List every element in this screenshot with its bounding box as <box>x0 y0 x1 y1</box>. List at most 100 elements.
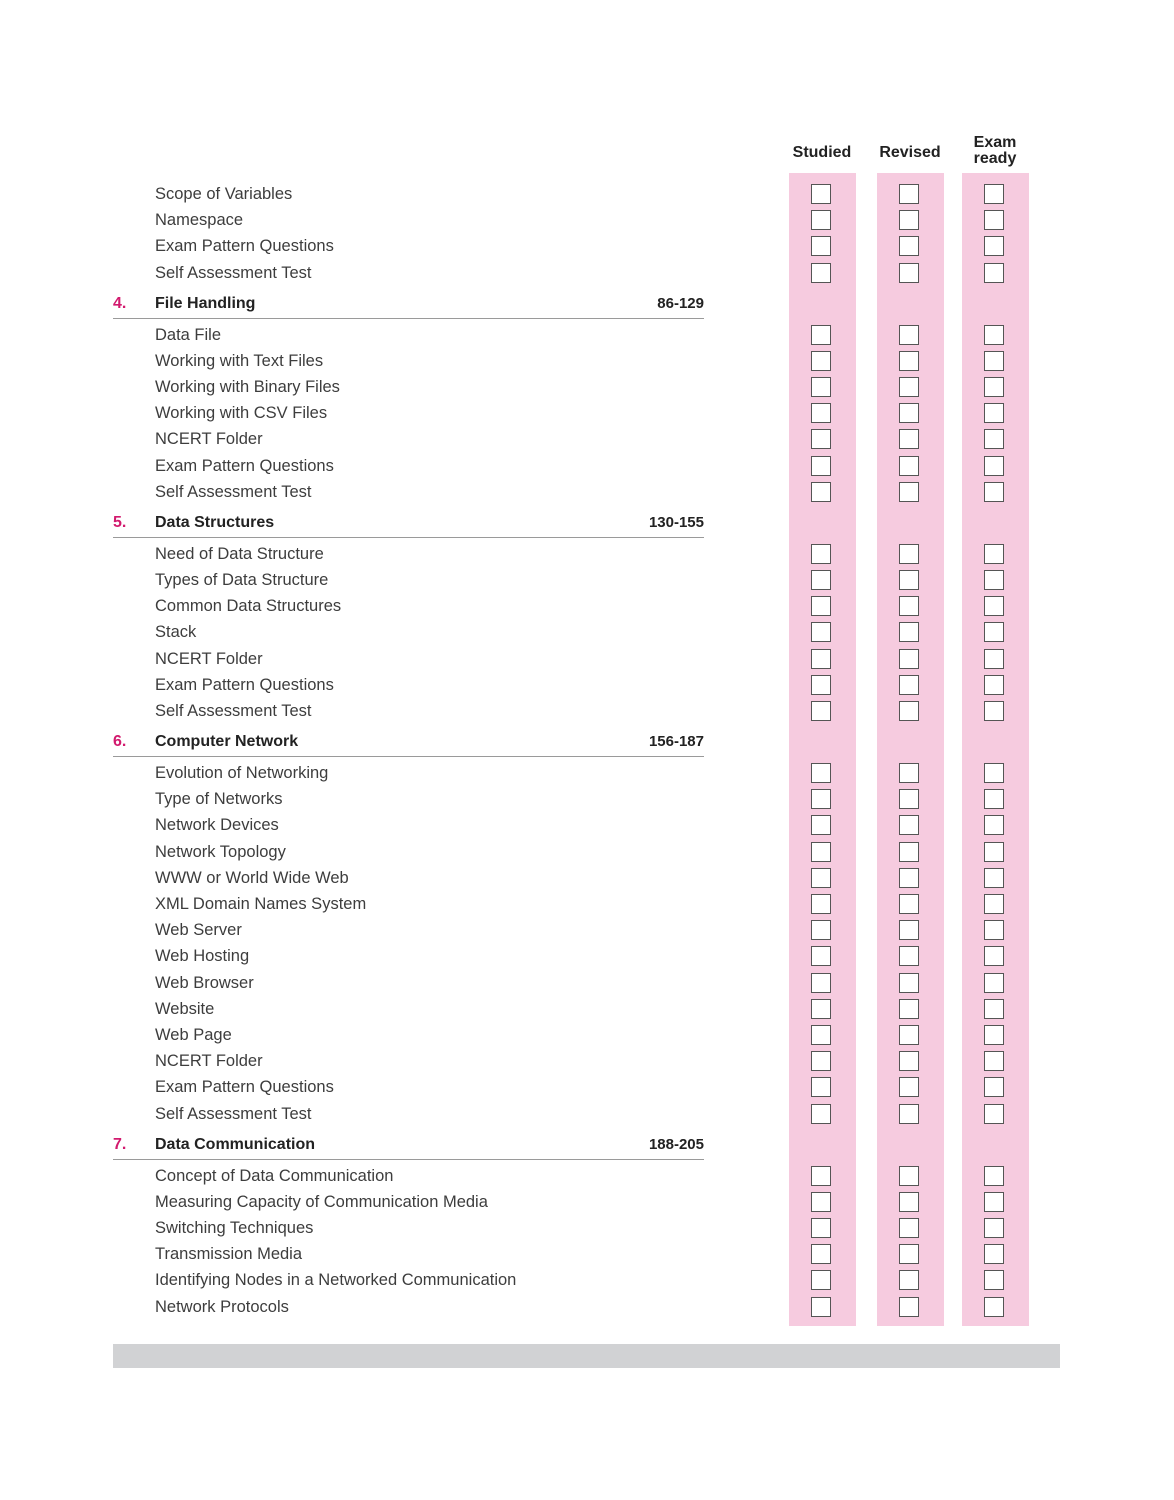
revised-checkbox[interactable] <box>899 1051 919 1072</box>
studied-checkbox[interactable] <box>811 1103 831 1124</box>
exam-ready-checkbox[interactable] <box>984 1103 1004 1124</box>
exam-ready-checkbox[interactable] <box>984 815 1004 836</box>
studied-checkbox[interactable] <box>811 920 831 941</box>
studied-checkbox[interactable] <box>811 377 831 397</box>
exam-ready-checkbox[interactable] <box>984 701 1004 721</box>
exam-ready-checkbox[interactable] <box>984 894 1004 914</box>
studied-checkbox[interactable] <box>811 998 831 1019</box>
revised-checkbox[interactable] <box>899 184 919 204</box>
studied-checkbox[interactable] <box>811 262 831 283</box>
studied-checkbox[interactable] <box>811 1025 831 1045</box>
revised-checkbox[interactable] <box>899 596 919 617</box>
revised-checkbox[interactable] <box>899 262 919 283</box>
exam-ready-checkbox[interactable] <box>984 481 1004 502</box>
revised-checkbox[interactable] <box>899 543 919 564</box>
studied-checkbox[interactable] <box>811 841 831 862</box>
revised-checkbox[interactable] <box>899 946 919 967</box>
exam-ready-checkbox[interactable] <box>984 262 1004 283</box>
studied-checkbox[interactable] <box>811 1165 831 1186</box>
revised-checkbox[interactable] <box>899 701 919 721</box>
revised-checkbox[interactable] <box>899 481 919 502</box>
studied-checkbox[interactable] <box>811 1244 831 1265</box>
revised-checkbox[interactable] <box>899 455 919 476</box>
studied-checkbox[interactable] <box>811 1296 831 1317</box>
studied-checkbox[interactable] <box>811 946 831 967</box>
revised-checkbox[interactable] <box>899 1077 919 1098</box>
exam-ready-checkbox[interactable] <box>984 998 1004 1019</box>
exam-ready-checkbox[interactable] <box>984 841 1004 862</box>
exam-ready-checkbox[interactable] <box>984 1025 1004 1045</box>
exam-ready-checkbox[interactable] <box>984 920 1004 941</box>
studied-checkbox[interactable] <box>811 815 831 836</box>
studied-checkbox[interactable] <box>811 701 831 721</box>
exam-ready-checkbox[interactable] <box>984 789 1004 810</box>
exam-ready-checkbox[interactable] <box>984 622 1004 643</box>
revised-checkbox[interactable] <box>899 674 919 695</box>
studied-checkbox[interactable] <box>811 570 831 590</box>
exam-ready-checkbox[interactable] <box>984 236 1004 257</box>
revised-checkbox[interactable] <box>899 570 919 590</box>
studied-checkbox[interactable] <box>811 429 831 450</box>
exam-ready-checkbox[interactable] <box>984 1165 1004 1186</box>
studied-checkbox[interactable] <box>811 622 831 643</box>
studied-checkbox[interactable] <box>811 1051 831 1072</box>
exam-ready-checkbox[interactable] <box>984 429 1004 450</box>
studied-checkbox[interactable] <box>811 674 831 695</box>
exam-ready-checkbox[interactable] <box>984 1051 1004 1072</box>
exam-ready-checkbox[interactable] <box>984 210 1004 231</box>
studied-checkbox[interactable] <box>811 596 831 617</box>
exam-ready-checkbox[interactable] <box>984 1218 1004 1238</box>
revised-checkbox[interactable] <box>899 1270 919 1291</box>
exam-ready-checkbox[interactable] <box>984 1077 1004 1098</box>
revised-checkbox[interactable] <box>899 1103 919 1124</box>
revised-checkbox[interactable] <box>899 815 919 836</box>
exam-ready-checkbox[interactable] <box>984 1191 1004 1212</box>
exam-ready-checkbox[interactable] <box>984 763 1004 783</box>
studied-checkbox[interactable] <box>811 789 831 810</box>
revised-checkbox[interactable] <box>899 403 919 424</box>
exam-ready-checkbox[interactable] <box>984 455 1004 476</box>
revised-checkbox[interactable] <box>899 324 919 345</box>
exam-ready-checkbox[interactable] <box>984 674 1004 695</box>
revised-checkbox[interactable] <box>899 1244 919 1265</box>
studied-checkbox[interactable] <box>811 972 831 993</box>
revised-checkbox[interactable] <box>899 920 919 941</box>
studied-checkbox[interactable] <box>811 236 831 257</box>
exam-ready-checkbox[interactable] <box>984 648 1004 669</box>
revised-checkbox[interactable] <box>899 210 919 231</box>
revised-checkbox[interactable] <box>899 236 919 257</box>
exam-ready-checkbox[interactable] <box>984 570 1004 590</box>
studied-checkbox[interactable] <box>811 763 831 783</box>
studied-checkbox[interactable] <box>811 324 831 345</box>
exam-ready-checkbox[interactable] <box>984 324 1004 345</box>
studied-checkbox[interactable] <box>811 894 831 914</box>
exam-ready-checkbox[interactable] <box>984 403 1004 424</box>
revised-checkbox[interactable] <box>899 350 919 371</box>
exam-ready-checkbox[interactable] <box>984 377 1004 397</box>
exam-ready-checkbox[interactable] <box>984 596 1004 617</box>
revised-checkbox[interactable] <box>899 429 919 450</box>
revised-checkbox[interactable] <box>899 648 919 669</box>
revised-checkbox[interactable] <box>899 972 919 993</box>
revised-checkbox[interactable] <box>899 622 919 643</box>
exam-ready-checkbox[interactable] <box>984 1244 1004 1265</box>
studied-checkbox[interactable] <box>811 543 831 564</box>
revised-checkbox[interactable] <box>899 1165 919 1186</box>
revised-checkbox[interactable] <box>899 789 919 810</box>
revised-checkbox[interactable] <box>899 1218 919 1238</box>
studied-checkbox[interactable] <box>811 184 831 204</box>
exam-ready-checkbox[interactable] <box>984 350 1004 371</box>
revised-checkbox[interactable] <box>899 841 919 862</box>
exam-ready-checkbox[interactable] <box>984 867 1004 888</box>
studied-checkbox[interactable] <box>811 481 831 502</box>
studied-checkbox[interactable] <box>811 455 831 476</box>
revised-checkbox[interactable] <box>899 1296 919 1317</box>
exam-ready-checkbox[interactable] <box>984 946 1004 967</box>
studied-checkbox[interactable] <box>811 867 831 888</box>
exam-ready-checkbox[interactable] <box>984 543 1004 564</box>
revised-checkbox[interactable] <box>899 998 919 1019</box>
revised-checkbox[interactable] <box>899 894 919 914</box>
studied-checkbox[interactable] <box>811 648 831 669</box>
revised-checkbox[interactable] <box>899 377 919 397</box>
revised-checkbox[interactable] <box>899 763 919 783</box>
